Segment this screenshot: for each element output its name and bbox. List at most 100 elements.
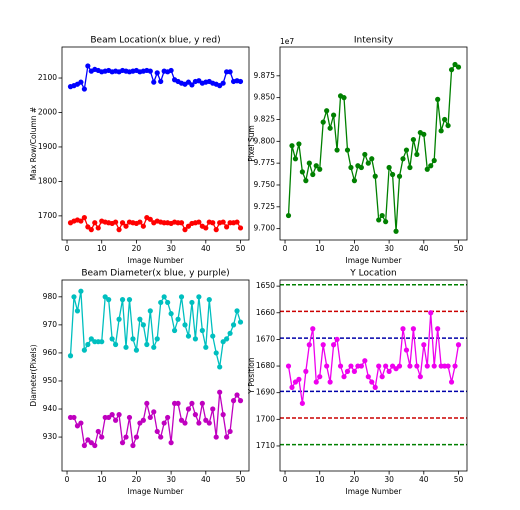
point — [362, 358, 368, 364]
point — [414, 151, 420, 158]
point — [119, 220, 126, 226]
point — [192, 336, 198, 342]
point — [210, 220, 216, 226]
point — [123, 344, 129, 350]
point — [445, 363, 451, 369]
point — [393, 228, 399, 234]
point — [435, 326, 441, 332]
point — [119, 440, 126, 446]
point — [386, 164, 392, 171]
point — [154, 428, 160, 435]
point — [85, 224, 91, 230]
point — [435, 96, 441, 102]
point — [144, 341, 150, 348]
point — [109, 336, 115, 342]
x-tick-label: 50 — [454, 244, 464, 253]
point — [334, 147, 340, 153]
point — [213, 227, 219, 233]
point — [296, 141, 302, 147]
point — [296, 376, 302, 382]
point — [386, 368, 392, 374]
point — [285, 212, 292, 219]
point — [92, 220, 98, 226]
point — [299, 169, 305, 175]
point — [383, 219, 389, 225]
point — [154, 70, 160, 76]
point — [99, 339, 105, 345]
x-tick-label: 10 — [315, 244, 325, 253]
x-tick-label: 30 — [166, 475, 176, 484]
point — [237, 225, 244, 231]
point — [137, 219, 143, 225]
point — [85, 341, 91, 348]
point — [431, 363, 437, 369]
point — [185, 79, 192, 85]
point — [224, 224, 230, 230]
point — [414, 363, 420, 369]
point — [358, 363, 364, 369]
point — [289, 384, 295, 390]
x-tick-label: 10 — [315, 475, 325, 484]
point — [140, 223, 146, 229]
y-tick-label: 940 — [43, 404, 58, 413]
x-tick-label: 30 — [384, 244, 394, 253]
point — [116, 316, 122, 322]
x-tick-label: 40 — [419, 244, 429, 253]
point — [376, 363, 382, 369]
point — [396, 363, 403, 369]
point — [161, 420, 167, 426]
point — [137, 316, 143, 322]
point — [237, 78, 244, 85]
point — [192, 412, 198, 418]
x-tick-label: 30 — [166, 244, 176, 253]
point — [185, 223, 192, 229]
series-line — [69, 291, 242, 368]
x-tick-label: 0 — [283, 244, 288, 253]
point — [175, 400, 181, 407]
point — [428, 163, 434, 169]
point — [130, 336, 136, 342]
point — [182, 322, 188, 328]
point — [396, 173, 403, 179]
x-tick-label: 50 — [454, 475, 464, 484]
point — [151, 409, 157, 415]
point — [424, 363, 430, 369]
point — [189, 299, 195, 306]
point — [137, 420, 143, 426]
point — [113, 417, 119, 423]
point — [85, 63, 91, 69]
x-tick-label: 0 — [283, 475, 288, 484]
axes-frame — [61, 279, 250, 472]
point — [140, 322, 146, 328]
y-tick-label: 9.825 — [254, 114, 276, 123]
y-tick-label: 1680 — [256, 361, 275, 370]
point — [292, 156, 299, 162]
point — [230, 322, 237, 328]
point — [230, 398, 237, 404]
point — [106, 297, 112, 303]
x-axis-label: Image Number — [127, 487, 184, 496]
y-tick-label: 9.775 — [254, 158, 276, 167]
point — [106, 414, 112, 421]
point — [383, 363, 389, 369]
point — [81, 442, 87, 449]
point — [403, 347, 410, 353]
point — [407, 363, 413, 369]
y-offset-label: 1e7 — [280, 37, 294, 46]
point — [78, 79, 84, 85]
point — [71, 294, 77, 300]
x-tick-label: 40 — [419, 475, 429, 484]
y-tick-label: 9.875 — [254, 71, 276, 80]
point — [74, 423, 81, 429]
point — [455, 342, 462, 348]
point — [310, 171, 316, 178]
point — [317, 166, 323, 172]
point — [217, 389, 223, 395]
point — [234, 392, 240, 398]
point — [217, 364, 223, 370]
point — [175, 316, 181, 322]
point — [147, 414, 153, 421]
point — [116, 227, 122, 233]
point — [320, 342, 326, 348]
point — [237, 319, 244, 325]
